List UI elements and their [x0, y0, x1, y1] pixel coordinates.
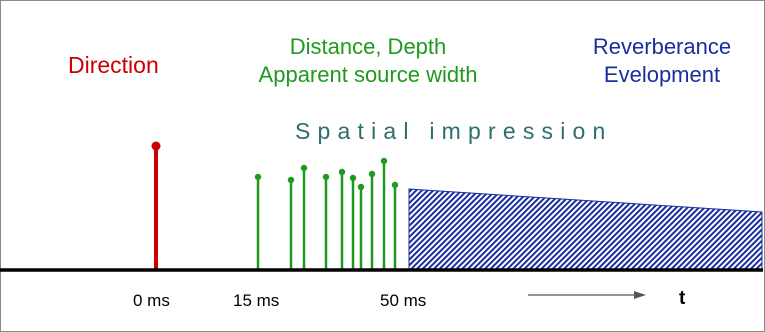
reflection-impulse [300, 164, 308, 270]
reflection-impulse [391, 181, 399, 270]
tick-label-0ms: 0 ms [133, 291, 170, 310]
spatial-impression-label: Spatial impression [295, 118, 613, 144]
reflection-impulse [368, 170, 376, 270]
reflection-impulse [287, 176, 295, 270]
early-reflections [254, 157, 399, 270]
direction-label: Direction [68, 52, 159, 78]
reflection-impulse [380, 157, 388, 270]
tick-label-50ms: 50 ms [380, 291, 427, 310]
distance-label: Distance, Depth Apparent source width [218, 33, 518, 89]
reverberance-label-line2: Evelopment [603, 62, 721, 87]
direct-sound-impulse [151, 141, 161, 270]
distance-label-line1: Distance, Depth [289, 34, 447, 59]
reflection-impulse [349, 174, 357, 270]
distance-label-line2: Apparent source width [258, 62, 478, 87]
reflection-impulse [322, 173, 330, 270]
reflection-impulse [338, 168, 346, 270]
reverberance-label: Reverberance Evelopment [572, 33, 752, 89]
time-arrow [528, 291, 646, 299]
reflection-impulse [357, 183, 365, 270]
time-axis-t-label: t [679, 288, 686, 309]
reverberation-tail [408, 188, 763, 271]
tick-label-15ms: 15 ms [233, 291, 280, 310]
reverberance-label-line1: Reverberance [592, 34, 732, 59]
reflection-impulse [254, 173, 262, 270]
